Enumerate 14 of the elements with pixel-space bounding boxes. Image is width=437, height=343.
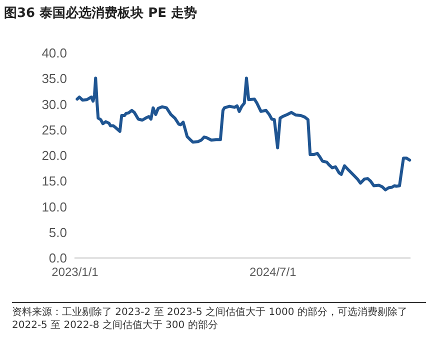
y-tick-label: 5.0 [48,224,67,240]
text: 资料来源：工业剔除了 2023-2 至 2023-5 之间估值大于 1000 的部分，可选消费剔除了 2022-5 至 2022-8 之间估值大于 300 的部分 [12,302,426,332]
y-tick-label: 30.0 [42,96,67,112]
y-tick-label: 25.0 [42,122,67,138]
chart-title: 图36 泰国必选消费板块 PE 走势 [4,4,198,22]
y-tick-label: 40.0 [42,46,67,60]
y-tick-label: 15.0 [42,174,67,189]
y-tick-label: 10.0 [42,199,67,214]
x-tick-label: 2023/1/1 [52,265,99,279]
line-series [76,76,412,192]
y-tick-label: 0.0 [48,250,67,266]
x-tick-label: 2024/7/1 [250,265,297,279]
y-tick-label: 20.0 [42,148,67,163]
y-tick-label: 35.0 [42,71,67,86]
